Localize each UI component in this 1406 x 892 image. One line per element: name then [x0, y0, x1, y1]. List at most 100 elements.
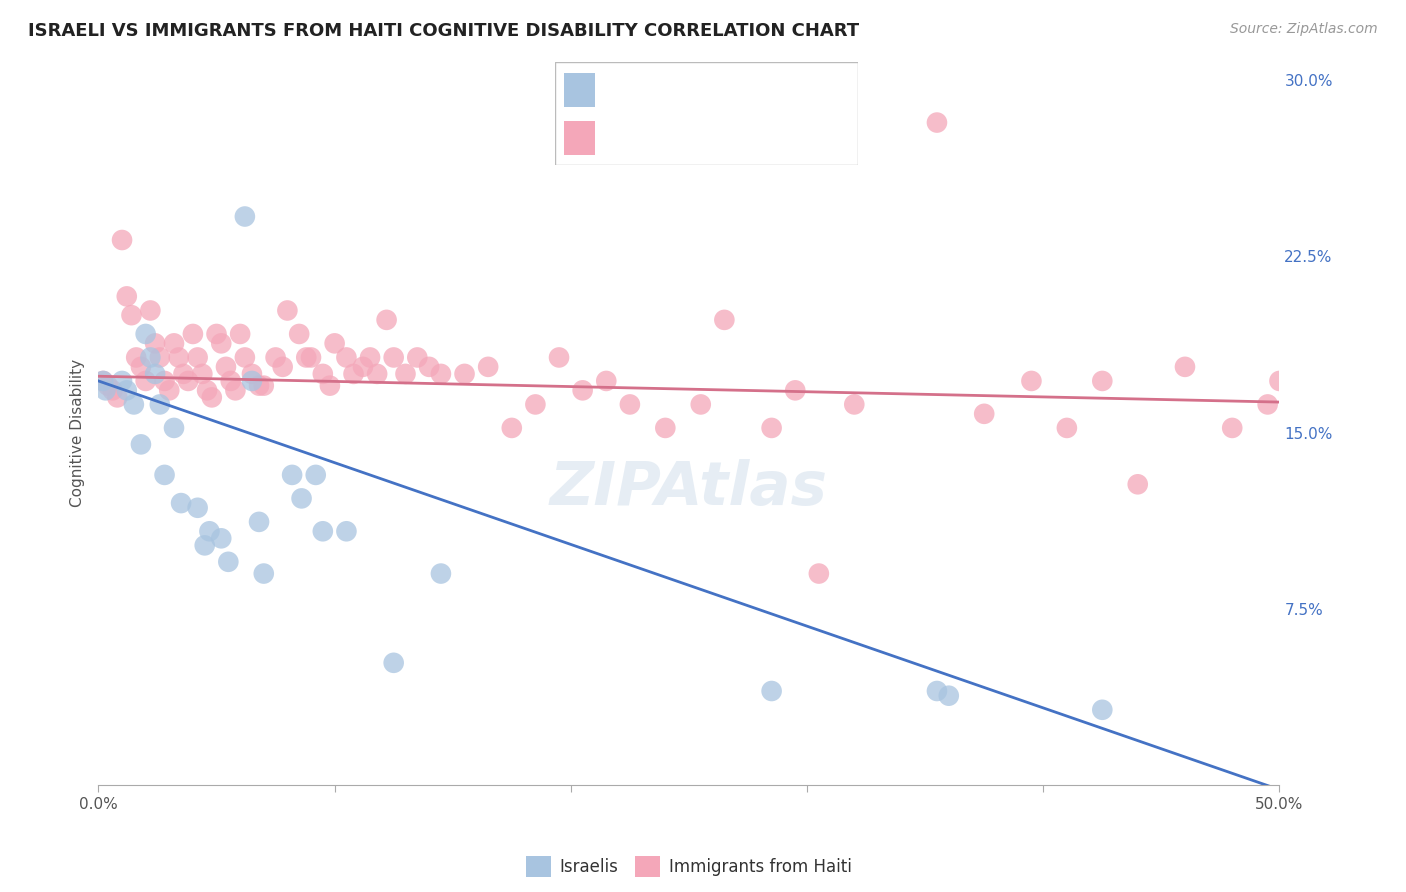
Point — [94, 384, 117, 398]
Point — [375, 313, 398, 327]
Point — [97, 378, 120, 392]
Point — [335, 524, 357, 539]
Point — [143, 336, 166, 351]
Point — [1257, 397, 1279, 411]
Point — [143, 367, 166, 381]
Point — [342, 367, 364, 381]
Point — [217, 555, 239, 569]
Point — [135, 326, 157, 341]
Point — [172, 367, 194, 381]
Point — [276, 303, 298, 318]
Point — [312, 367, 335, 381]
Point — [177, 374, 200, 388]
Point — [121, 308, 143, 322]
Point — [198, 524, 221, 539]
Point — [807, 566, 830, 581]
Point — [453, 367, 475, 381]
Point — [761, 684, 783, 698]
Point — [394, 367, 416, 381]
Text: -0.099: -0.099 — [640, 130, 689, 145]
Point — [501, 421, 523, 435]
Point — [105, 390, 128, 404]
Legend: Israelis, Immigrants from Haiti: Israelis, Immigrants from Haiti — [520, 850, 858, 883]
Point — [281, 467, 304, 482]
Point — [323, 336, 346, 351]
Point — [1220, 421, 1243, 435]
Point — [319, 378, 342, 392]
Point — [290, 491, 312, 506]
Point — [713, 313, 735, 327]
Point — [253, 378, 276, 392]
Point — [153, 374, 176, 388]
Point — [295, 351, 318, 365]
Point — [366, 367, 388, 381]
Point — [149, 397, 172, 411]
Point — [209, 336, 232, 351]
Point — [1056, 421, 1078, 435]
Point — [382, 656, 405, 670]
Point — [430, 566, 453, 581]
Point — [115, 289, 138, 303]
Point — [129, 437, 152, 451]
Text: Source: ZipAtlas.com: Source: ZipAtlas.com — [1230, 22, 1378, 37]
Point — [1091, 703, 1114, 717]
Point — [187, 500, 209, 515]
Point — [271, 359, 294, 374]
Point — [312, 524, 335, 539]
Point — [925, 684, 948, 698]
Point — [135, 374, 157, 388]
Point — [1126, 477, 1149, 491]
Point — [170, 496, 193, 510]
Point — [247, 378, 270, 392]
Point — [91, 374, 114, 388]
Point — [595, 374, 617, 388]
Point — [125, 351, 148, 365]
Text: 80: 80 — [773, 130, 793, 145]
Point — [288, 326, 311, 341]
Point — [477, 359, 499, 374]
Text: N =: N = — [737, 83, 768, 96]
Text: ZIPAtlas: ZIPAtlas — [550, 459, 828, 518]
Bar — [564, 121, 595, 155]
Point — [844, 397, 866, 411]
Point — [205, 326, 228, 341]
Point — [201, 390, 224, 404]
Point — [229, 326, 252, 341]
Y-axis label: Cognitive Disability: Cognitive Disability — [69, 359, 84, 507]
Point — [194, 538, 217, 552]
Point — [418, 359, 440, 374]
Point — [352, 359, 374, 374]
Point — [101, 384, 124, 398]
Bar — [564, 73, 595, 106]
Point — [233, 210, 256, 224]
Point — [139, 351, 162, 365]
Point — [240, 367, 263, 381]
Point — [149, 351, 172, 365]
Point — [382, 351, 405, 365]
Point — [167, 351, 190, 365]
Point — [305, 467, 328, 482]
Point — [335, 351, 357, 365]
Point — [163, 421, 186, 435]
Point — [406, 351, 429, 365]
Point — [219, 374, 242, 388]
Point — [157, 384, 180, 398]
Point — [111, 233, 134, 247]
Point — [122, 397, 145, 411]
Point — [264, 351, 287, 365]
Point — [524, 397, 547, 411]
Point — [1091, 374, 1114, 388]
Point — [115, 384, 138, 398]
Point — [359, 351, 381, 365]
Point — [240, 374, 263, 388]
Point — [224, 384, 246, 398]
Text: 34: 34 — [773, 83, 793, 96]
Point — [209, 532, 232, 546]
Point — [187, 351, 209, 365]
Point — [247, 515, 270, 529]
Point — [430, 367, 453, 381]
Point — [195, 384, 218, 398]
Text: -0.662: -0.662 — [640, 83, 689, 96]
Point — [181, 326, 204, 341]
Point — [111, 374, 134, 388]
